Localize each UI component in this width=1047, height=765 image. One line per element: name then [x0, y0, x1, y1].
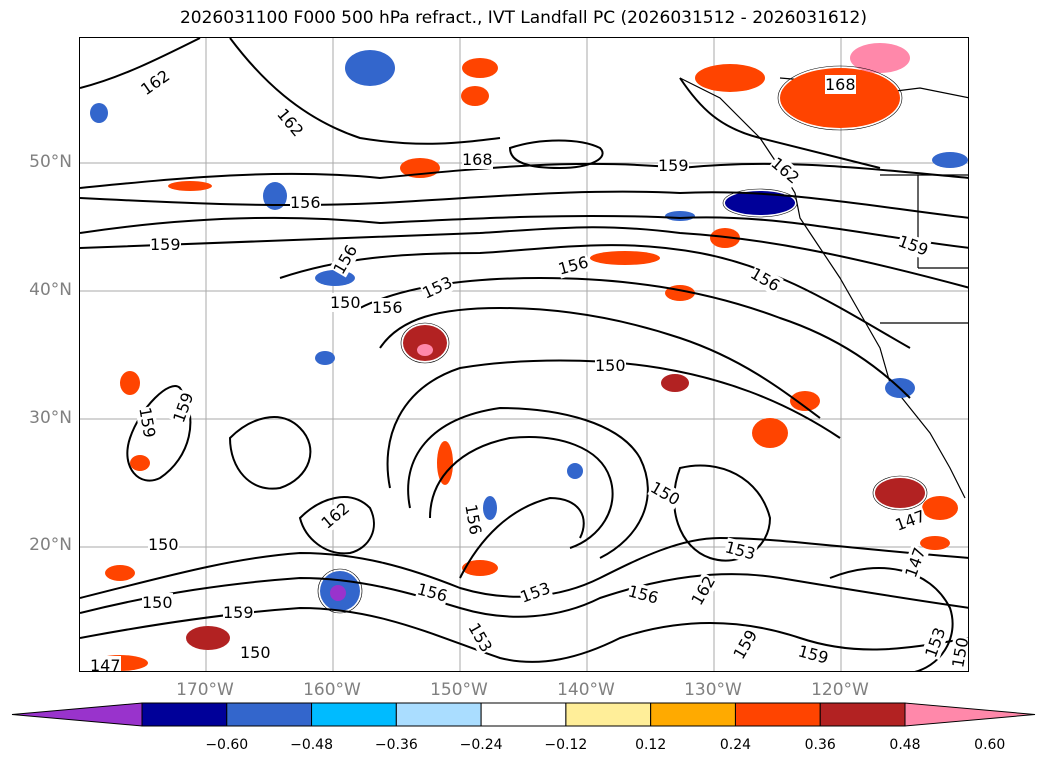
map-title: 2026031100 F000 500 hPa refract., IVT La…	[179, 8, 867, 28]
colorbar-segment	[734, 702, 821, 727]
map-panel: 162 162 168 168 159 156 159 156 156 156 …	[79, 37, 969, 672]
contour-label: 150	[240, 643, 271, 662]
contour-label: 147	[90, 656, 121, 671]
lat-label: 40°N	[29, 280, 72, 300]
colorbar	[0, 700, 1047, 765]
contour-label: 150	[595, 356, 626, 375]
contours	[80, 38, 968, 671]
contour-label: 150	[142, 593, 173, 612]
map-canvas	[80, 38, 968, 671]
colorbar-tick-label: −0.36	[374, 737, 418, 753]
lon-label: 120°W	[811, 680, 869, 700]
colorbar-extend-low	[11, 702, 143, 727]
coastline	[679, 77, 968, 499]
contour-label: 150	[330, 293, 361, 312]
colorbar-tick-label: 0.36	[804, 737, 836, 753]
colorbar-svg	[11, 702, 1036, 727]
colorbar-tick-label: −0.12	[544, 737, 588, 753]
colorbar-tick-label: 0.48	[889, 737, 921, 753]
ivt-fill-negative	[90, 50, 968, 611]
colorbar-tick-label: 0.60	[974, 737, 1006, 753]
colorbar-segment	[395, 702, 482, 727]
colorbar-segment	[226, 702, 313, 727]
lat-label: 50°N	[29, 152, 72, 172]
lon-label: 170°W	[176, 680, 234, 700]
colorbar-tick-label: −0.48	[290, 737, 333, 753]
contour-label: 168	[462, 150, 493, 169]
colorbar-tick-label: 0.12	[635, 737, 667, 753]
ivt-fill-positive	[92, 43, 958, 671]
lon-label: 140°W	[557, 680, 615, 700]
contour-label: 168	[825, 75, 856, 94]
colorbar-segment	[565, 702, 652, 727]
colorbar-segment	[480, 702, 567, 727]
contour-label: 156	[290, 193, 321, 212]
colorbar-segment	[650, 702, 736, 727]
lat-label: 30°N	[29, 408, 72, 428]
colorbar-tick-label: −0.60	[205, 737, 249, 753]
contour-label: 150	[148, 535, 179, 554]
lat-label: 20°N	[29, 535, 72, 555]
colorbar-segment	[141, 702, 228, 727]
colorbar-tick-label: 0.24	[719, 737, 752, 753]
colorbar-segment	[819, 702, 906, 727]
contour-label: 156	[372, 298, 403, 317]
lon-label: 130°W	[684, 680, 742, 700]
colorbar-extend-high	[904, 702, 1036, 727]
colorbar-tick-label: −0.24	[459, 737, 503, 753]
contour-label: 159	[150, 235, 181, 254]
contour-label: 159	[223, 603, 254, 622]
fill-outlines	[317, 65, 928, 614]
lon-label: 150°W	[430, 680, 488, 700]
lon-label: 160°W	[303, 680, 361, 700]
colorbar-segment	[311, 702, 397, 727]
contour-label: 159	[658, 156, 689, 175]
